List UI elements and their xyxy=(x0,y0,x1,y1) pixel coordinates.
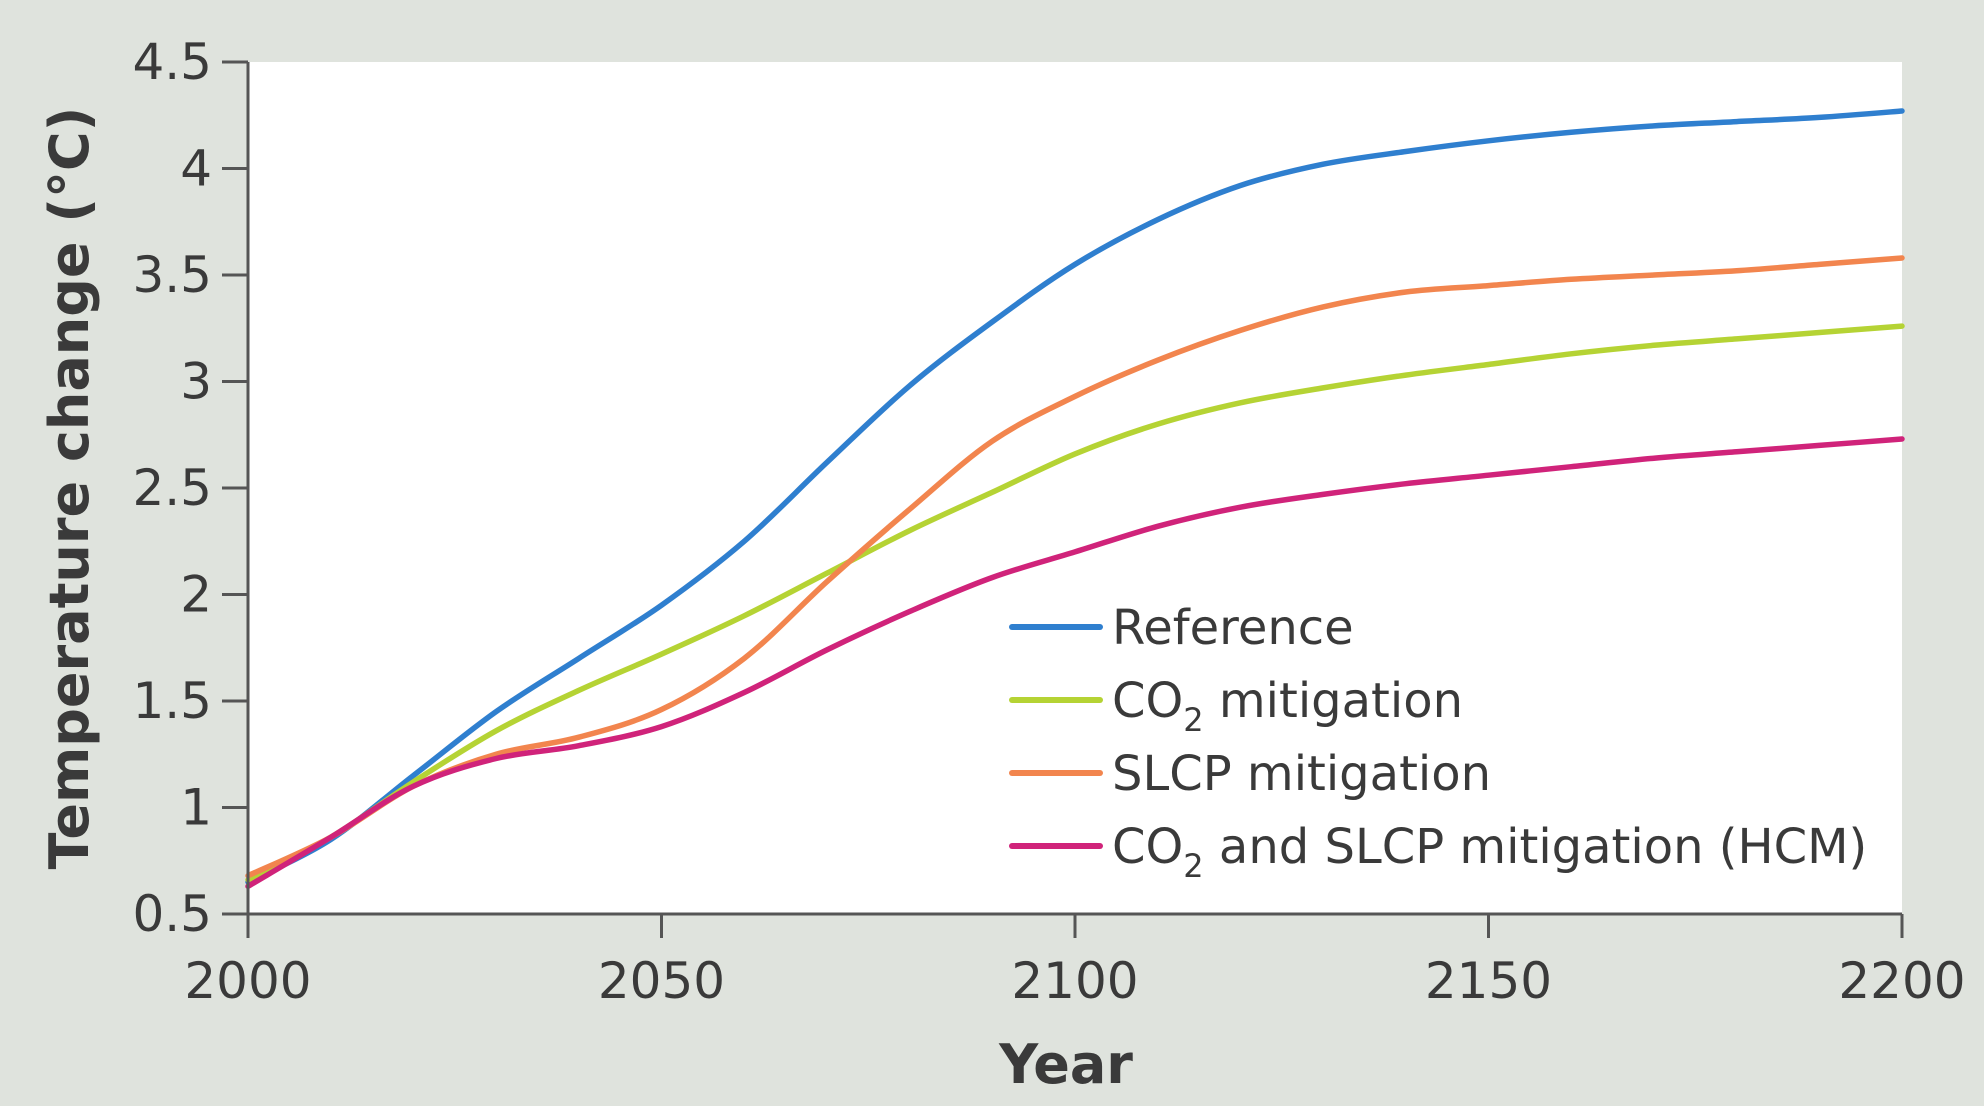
legend-label-2: CO2 mitigation xyxy=(1112,673,1463,739)
y-tick-label: 1.5 xyxy=(132,672,212,730)
axes-layer: 0.5 1 1.5 2 2.5 3 3.5 4 4.5 2000 2050 2100 2150 2200 xyxy=(132,33,1965,1010)
y-tick-label: 1 xyxy=(180,779,212,837)
y-tick-label: 0.5 xyxy=(132,885,212,943)
legend: Reference CO2 mitigation SLCP mitigation CO… xyxy=(1009,600,1867,885)
series-layer xyxy=(245,108,1905,890)
legend-label-3: SLCP mitigation xyxy=(1112,746,1491,802)
y-tick-label: 2.5 xyxy=(132,459,212,517)
x-axis-title: Year xyxy=(998,1033,1133,1096)
legend-label-4: CO2 and SLCP mitigation (HCM) xyxy=(1112,819,1867,885)
legend-label-1: Reference xyxy=(1112,600,1354,656)
y-tick-label: 4.5 xyxy=(132,33,212,91)
series-line-1 xyxy=(245,108,1905,885)
y-axis-title: Temperature change (°C) xyxy=(38,107,101,870)
x-tick-label: 2100 xyxy=(1011,952,1138,1010)
y-tick-label: 2 xyxy=(180,566,212,624)
series-line-4 xyxy=(245,436,1905,890)
plot-area xyxy=(248,62,1902,914)
x-tick-label: 2050 xyxy=(598,952,725,1010)
x-tick-label: 2000 xyxy=(184,952,311,1010)
y-tick-label: 3.5 xyxy=(132,246,212,304)
series-line-3 xyxy=(245,255,1905,879)
y-tick-label: 4 xyxy=(180,140,212,198)
series-line-2 xyxy=(245,323,1905,883)
x-tick-label: 2200 xyxy=(1838,952,1965,1010)
x-tick-label: 2150 xyxy=(1425,952,1552,1010)
y-tick-label: 3 xyxy=(180,353,212,411)
